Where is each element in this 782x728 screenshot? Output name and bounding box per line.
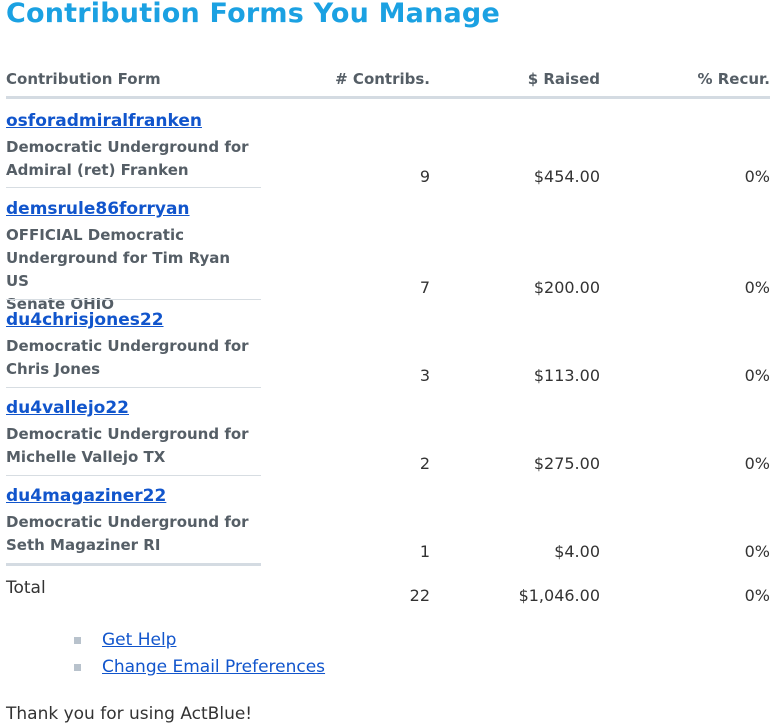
contribs-count: 1 <box>419 542 430 561</box>
column-header-contribs: # Contribs. <box>335 70 430 88</box>
row-divider <box>6 475 261 476</box>
recur-percent: 0% <box>744 278 770 297</box>
total-divider <box>6 563 261 566</box>
form-link[interactable]: du4chrisjones22 <box>6 310 164 330</box>
get-help-link[interactable]: Get Help <box>102 630 177 650</box>
form-description: Democratic Underground for Admiral (ret)… <box>6 138 249 179</box>
raised-amount: $200.00 <box>533 278 600 297</box>
form-description: Democratic Underground for Seth Magazine… <box>6 513 249 554</box>
total-raised: $1,046.00 <box>518 586 600 605</box>
row-divider <box>6 387 261 388</box>
recur-percent: 0% <box>744 366 770 385</box>
raised-amount: $454.00 <box>533 167 600 186</box>
total-label: Total <box>6 578 46 598</box>
form-link[interactable]: osforadmiralfranken <box>6 111 202 131</box>
email-preferences-link[interactable]: Change Email Preferences <box>102 657 326 677</box>
contribs-count: 9 <box>419 167 430 186</box>
column-header-form: Contribution Form <box>6 70 161 88</box>
contribs-count: 7 <box>419 278 430 297</box>
raised-amount: $113.00 <box>533 366 600 385</box>
footer-message: Thank you for using ActBlue! <box>6 704 253 724</box>
total-recur: 0% <box>744 586 770 605</box>
recur-percent: 0% <box>744 167 770 186</box>
column-header-raised: $ Raised <box>527 70 600 88</box>
bullet-icon <box>74 664 81 671</box>
contribs-count: 2 <box>419 454 430 473</box>
form-description: Democratic Underground for Chris Jones <box>6 337 249 378</box>
column-header-recur: % Recur. <box>697 70 770 88</box>
form-link[interactable]: du4vallejo22 <box>6 398 130 418</box>
total-contribs: 22 <box>409 586 430 605</box>
contribs-count: 3 <box>419 366 430 385</box>
header-divider <box>6 96 770 99</box>
form-description: Democratic Underground for Michelle Vall… <box>6 425 249 466</box>
row-divider <box>6 187 261 188</box>
bullet-icon <box>74 637 81 644</box>
form-link[interactable]: du4magaziner22 <box>6 486 167 506</box>
row-divider <box>6 299 261 300</box>
form-link[interactable]: demsrule86forryan <box>6 199 190 219</box>
recur-percent: 0% <box>744 542 770 561</box>
recur-percent: 0% <box>744 454 770 473</box>
raised-amount: $275.00 <box>533 454 600 473</box>
page-title: Contribution Forms You Manage <box>6 0 500 29</box>
form-description: OFFICIAL Democratic Underground for Tim … <box>6 226 231 313</box>
raised-amount: $4.00 <box>554 542 600 561</box>
